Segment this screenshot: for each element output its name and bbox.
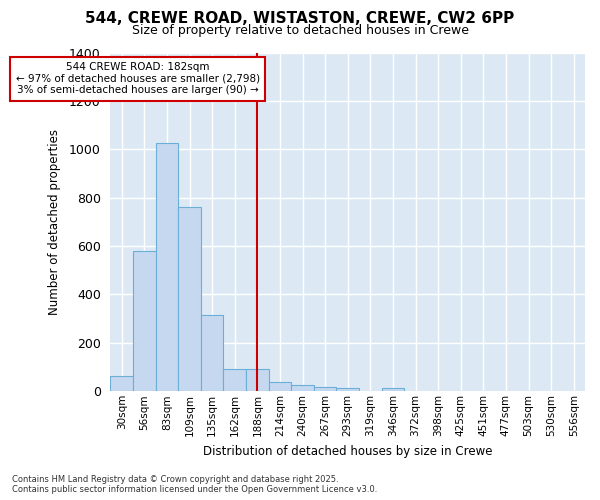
Bar (382, 388, 404, 392)
Bar (155, 143, 178, 392)
Y-axis label: Number of detached properties: Number of detached properties (47, 129, 61, 315)
X-axis label: Distribution of detached houses by size in Crewe: Distribution of detached houses by size … (203, 444, 493, 458)
Bar (223, 370, 246, 392)
Bar (269, 382, 291, 392)
Bar (314, 387, 337, 392)
Text: Size of property relative to detached houses in Crewe: Size of property relative to detached ho… (131, 24, 469, 37)
Bar (201, 315, 223, 392)
Bar (246, 370, 269, 392)
Bar (337, 388, 359, 392)
Bar (291, 385, 314, 392)
Text: 544 CREWE ROAD: 182sqm
← 97% of detached houses are smaller (2,798)
3% of semi-d: 544 CREWE ROAD: 182sqm ← 97% of detached… (16, 62, 260, 96)
Bar (178, 208, 201, 392)
Bar (110, 376, 133, 392)
Text: Contains HM Land Registry data © Crown copyright and database right 2025.
Contai: Contains HM Land Registry data © Crown c… (12, 474, 377, 494)
Text: 544, CREWE ROAD, WISTASTON, CREWE, CW2 6PP: 544, CREWE ROAD, WISTASTON, CREWE, CW2 6… (85, 11, 515, 26)
Bar (133, 251, 155, 392)
